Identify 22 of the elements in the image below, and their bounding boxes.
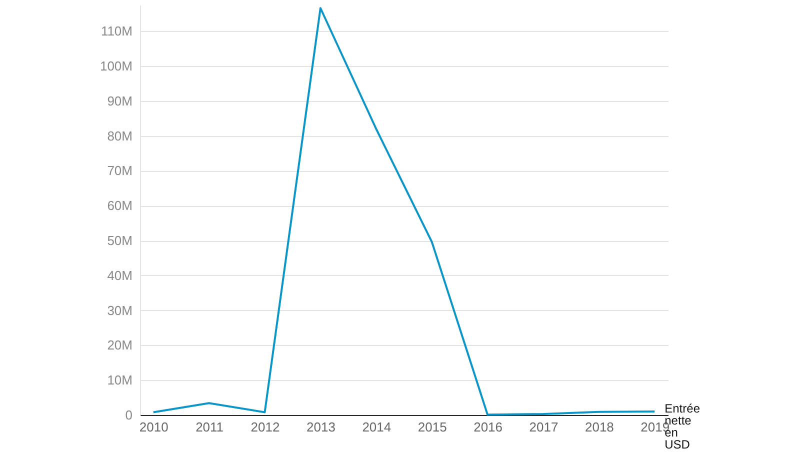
y-tick-label: 0 [125,408,132,422]
x-tick-label: 2010 [139,420,168,434]
y-tick-label: 60M [107,198,132,214]
y-tick-label: 90M [107,93,132,108]
x-tick-label: 2015 [418,420,447,434]
line-series [152,7,656,416]
x-tick-label: 2016 [474,420,503,434]
x-tick-label: 2013 [306,420,336,434]
y-tick-label: 50M [107,233,132,248]
y-tick-label: 30M [107,302,132,318]
y-tick-label: 40M [107,268,132,283]
x-tick-label: 2011 [196,420,224,434]
y-tick-label: 110M [100,24,132,39]
y-tick-label: 20M [107,338,132,353]
x-tick-label: 2012 [250,420,280,434]
y-tick-label: 100M [100,58,132,74]
x-tick-label: 2017 [529,420,558,434]
y-tick-label: 80M [107,128,132,144]
x-tick-label: 2018 [584,420,614,434]
x-tick-label: 2014 [362,420,392,434]
y-tick-label: 10M [107,372,132,388]
y-tick-label: 70M [107,163,132,178]
